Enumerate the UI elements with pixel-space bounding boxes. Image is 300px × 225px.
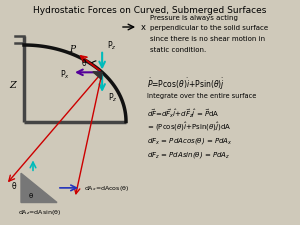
Text: dF$_x$ = PdAcos($\theta$) = PdA$_x$: dF$_x$ = PdAcos($\theta$) = PdA$_x$: [147, 136, 233, 146]
Text: x: x: [141, 23, 146, 32]
Text: dA$_z$=dAsin(θ): dA$_z$=dAsin(θ): [18, 208, 61, 217]
Text: Hydrostatic Forces on Curved, Submerged Surfaces: Hydrostatic Forces on Curved, Submerged …: [33, 6, 267, 15]
Text: $\dot{P}$=Pcos($\theta$)$\dot{i}$+Psin($\theta$)$\dot{j}$: $\dot{P}$=Pcos($\theta$)$\dot{i}$+Psin($…: [147, 76, 225, 92]
Text: θ: θ: [12, 182, 16, 191]
Text: dA$_x$=dAcos(θ): dA$_x$=dAcos(θ): [84, 184, 129, 193]
Text: P$_z$: P$_z$: [108, 91, 118, 104]
Text: dF$_z$ = PdAsin($\theta$) = PdA$_z$: dF$_z$ = PdAsin($\theta$) = PdA$_z$: [147, 150, 230, 160]
Text: = (Pcos($\theta$)$\hat{i}$+Psin($\theta$)$\hat{j}$)dA: = (Pcos($\theta$)$\hat{i}$+Psin($\theta$…: [147, 120, 231, 133]
Text: perpendicular to the solid surface: perpendicular to the solid surface: [150, 25, 268, 32]
Text: Pressure is always acting: Pressure is always acting: [150, 15, 238, 21]
Text: θ: θ: [28, 193, 33, 199]
Text: θ: θ: [81, 58, 86, 68]
Text: P$_z$: P$_z$: [106, 39, 116, 52]
Text: P: P: [69, 45, 75, 54]
Polygon shape: [93, 72, 102, 79]
Text: P$_x$: P$_x$: [60, 69, 70, 81]
Text: static condition.: static condition.: [150, 47, 206, 53]
Text: $\vec{dF}$=$\vec{dF_x}$$\hat{i}$+$\vec{dF_z}$$\hat{j}$ = $\vec{P}$dA: $\vec{dF}$=$\vec{dF_x}$$\hat{i}$+$\vec{d…: [147, 107, 220, 119]
Polygon shape: [21, 173, 57, 202]
Text: since there is no shear motion in: since there is no shear motion in: [150, 36, 265, 42]
Text: Integrate over the entire surface: Integrate over the entire surface: [147, 93, 256, 99]
Text: Z: Z: [9, 81, 16, 90]
